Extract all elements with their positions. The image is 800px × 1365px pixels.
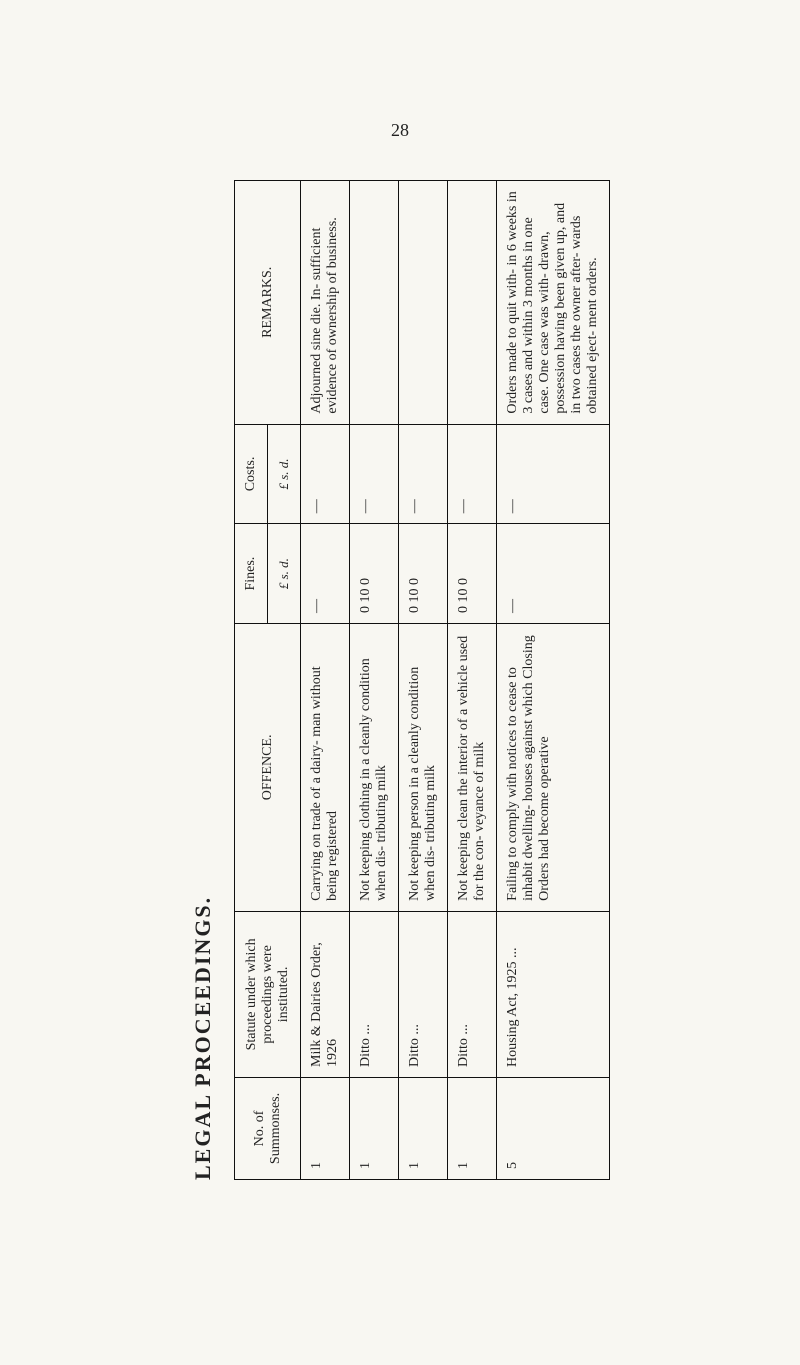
cell-no: 1 (448, 1077, 497, 1179)
header-no-summonses: No. of Summonses. (235, 1077, 301, 1179)
table-row: 1 Ditto ... Not keeping person in a clea… (399, 181, 448, 1180)
cell-costs: — (350, 424, 399, 524)
cell-fines: 0 10 0 (399, 524, 448, 624)
page-heading: LEGAL PROCEEDINGS. (190, 180, 216, 1180)
legal-proceedings-table: No. of Summonses. Statute under which pr… (234, 180, 610, 1180)
cell-statute: Ditto ... (399, 911, 448, 1077)
table-row: 1 Ditto ... Not keeping clean the interi… (448, 181, 497, 1180)
cell-costs: — (448, 424, 497, 524)
cell-no: 1 (399, 1077, 448, 1179)
table-row: 1 Ditto ... Not keeping clothing in a cl… (350, 181, 399, 1180)
cell-costs: — (301, 424, 350, 524)
page-number: 28 (391, 120, 409, 141)
table-container: LEGAL PROCEEDINGS. No. of Summonses. Sta… (190, 180, 610, 1180)
cell-offence: Failing to comply with notices to cease … (497, 623, 610, 911)
cell-statute: Ditto ... (448, 911, 497, 1077)
table-row: 1 Milk & Dairies Order, 1926 Carrying on… (301, 181, 350, 1180)
cell-no: 1 (350, 1077, 399, 1179)
subheader-fines-units: £ s. d. (268, 524, 301, 624)
cell-no: 1 (301, 1077, 350, 1179)
subheader-costs-units: £ s. d. (268, 424, 301, 524)
cell-costs: — (399, 424, 448, 524)
cell-fines: — (497, 524, 610, 624)
header-remarks: REMARKS. (235, 181, 301, 425)
cell-remarks (448, 181, 497, 425)
cell-fines: 0 10 0 (448, 524, 497, 624)
header-offence: OFFENCE. (235, 623, 301, 911)
cell-statute: Milk & Dairies Order, 1926 (301, 911, 350, 1077)
cell-offence: Not keeping person in a cleanly conditio… (399, 623, 448, 911)
table-row: 5 Housing Act, 1925 ... Failing to compl… (497, 181, 610, 1180)
cell-offence: Not keeping clothing in a cleanly condit… (350, 623, 399, 911)
cell-offence: Carrying on trade of a dairy- man withou… (301, 623, 350, 911)
header-costs: Costs. (235, 424, 268, 524)
cell-offence: Not keeping clean the interior of a vehi… (448, 623, 497, 911)
header-statute: Statute under which proceedings were ins… (235, 911, 301, 1077)
cell-statute: Housing Act, 1925 ... (497, 911, 610, 1077)
cell-fines: 0 10 0 (350, 524, 399, 624)
cell-statute: Ditto ... (350, 911, 399, 1077)
cell-remarks (350, 181, 399, 425)
cell-costs: — (497, 424, 610, 524)
header-fines: Fines. (235, 524, 268, 624)
cell-no: 5 (497, 1077, 610, 1179)
cell-remarks: Orders made to quit with- in 6 weeks in … (497, 181, 610, 425)
cell-fines: — (301, 524, 350, 624)
cell-remarks (399, 181, 448, 425)
cell-remarks: Adjourned sine die. In- sufficient evide… (301, 181, 350, 425)
